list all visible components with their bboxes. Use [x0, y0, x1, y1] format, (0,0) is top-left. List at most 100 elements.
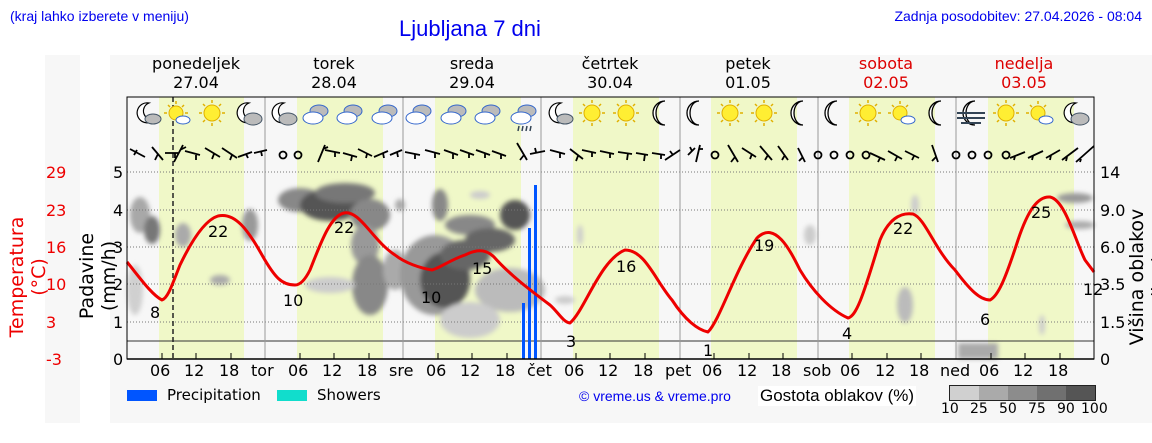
svg-text:22: 22	[208, 222, 228, 241]
icon-clouds	[440, 104, 467, 125]
icon-sun	[199, 100, 225, 126]
svg-text:6: 6	[980, 310, 990, 329]
x-tick-label: čet	[527, 361, 552, 380]
x-tick-label: 18	[1048, 361, 1069, 380]
region-hint-link[interactable]: (kraj lahko izberete v meniju)	[10, 8, 189, 24]
x-tick-label: 18	[771, 361, 792, 380]
copyright-link[interactable]: © vreme.us & vreme.pro	[579, 388, 731, 404]
x-tick-label: tor	[251, 361, 274, 380]
icon-moon	[824, 100, 838, 126]
icon-sun	[613, 100, 639, 126]
x-tick-label: 06	[979, 361, 1000, 380]
icon-clouds	[302, 104, 329, 125]
x-tick-label: 12	[460, 361, 481, 380]
cloud-height-tick: 3.5	[1100, 275, 1126, 294]
svg-text:10: 10	[421, 288, 441, 307]
day-label-tue: torek 28.04	[311, 54, 357, 92]
day-label-sun: nedelja 03.05	[994, 54, 1054, 92]
x-tick-label: 06	[840, 361, 861, 380]
icon-fog-moon	[957, 100, 985, 126]
density-tick: 90	[1057, 401, 1075, 417]
temp-tick: -3	[46, 350, 62, 369]
x-tick-label: 18	[495, 361, 516, 380]
gridlines	[127, 171, 1094, 323]
icon-moon-cloud	[136, 102, 162, 125]
day-separators	[264, 97, 957, 359]
day-label-mon: ponedeljek 27.04	[152, 54, 240, 92]
temp-annotations: 8 22 10 22 10 15 3 16 1 19 4 22 6 25 12	[150, 203, 1103, 360]
icon-sun	[751, 100, 777, 126]
temp-tick: 10	[46, 275, 67, 294]
x-tick-label: 06	[150, 361, 171, 380]
wind-barbs	[129, 142, 1095, 163]
svg-text:16: 16	[616, 257, 636, 276]
icon-clouds	[371, 104, 398, 125]
precip-tick: 0	[113, 350, 124, 369]
icon-moon	[686, 100, 700, 126]
cloud-height-tick: 0	[1100, 350, 1111, 369]
svg-text:1: 1	[703, 341, 713, 360]
svg-text:3: 3	[566, 332, 576, 351]
x-tick-label: 06	[564, 361, 585, 380]
x-tick-label: 06	[426, 361, 447, 380]
density-tick: 75	[1028, 401, 1046, 417]
cloud-height-tick: 14	[1100, 163, 1121, 182]
cloud-density-map	[127, 183, 1095, 359]
icon-sun-cloud	[164, 101, 191, 125]
density-tick: 50	[999, 401, 1017, 417]
precip-tick: 2	[113, 275, 124, 294]
precip-tick: 3	[113, 238, 124, 257]
last-update: Zadnja posodobitev: 27.04.2026 - 08:04	[894, 8, 1142, 24]
icon-moon	[652, 100, 666, 126]
precip-tick: 4	[113, 201, 124, 220]
legend-precipitation-swatch	[127, 390, 157, 401]
icon-clouds	[405, 104, 432, 125]
x-tick-label: 12	[184, 361, 205, 380]
svg-text:19: 19	[754, 236, 774, 255]
cloud-height-tick: 1.5	[1100, 313, 1126, 332]
icon-clouds	[336, 104, 363, 125]
density-tick: 25	[970, 401, 988, 417]
icon-rain-cloud	[510, 104, 537, 132]
icon-moon-cloud	[236, 102, 263, 126]
svg-text:15: 15	[472, 259, 492, 278]
x-tick-label: pet	[665, 361, 692, 380]
x-tick-label: 12	[875, 361, 896, 380]
day-label-wed: sreda 29.04	[449, 54, 495, 92]
legend-precipitation-label: Precipitation	[167, 386, 261, 404]
day-label-thu: četrtek 30.04	[581, 54, 639, 92]
x-tick-label: 06	[288, 361, 309, 380]
x-tick-label: 12	[598, 361, 619, 380]
svg-text:22: 22	[334, 218, 354, 237]
temp-tick: 16	[46, 238, 67, 257]
precip-tick: 1	[113, 313, 124, 332]
density-tick: 10	[941, 401, 959, 417]
icon-moon	[928, 100, 942, 126]
icon-sun	[717, 100, 743, 126]
x-tick-marks	[161, 353, 1061, 359]
x-tick-label: 12	[737, 361, 758, 380]
svg-text:8: 8	[150, 303, 160, 322]
icon-sun	[855, 100, 881, 126]
cloud-density-label: Gostota oblakov (%)	[758, 386, 917, 406]
icon-sun-cloud	[1026, 101, 1054, 125]
icon-sun-cloud	[888, 101, 916, 125]
icon-clouds	[474, 104, 501, 125]
icon-sun	[993, 100, 1019, 126]
x-tick-label: 18	[909, 361, 930, 380]
x-tick-label: 18	[219, 361, 240, 380]
icon-sun	[579, 100, 605, 126]
legend-showers-label: Showers	[317, 386, 381, 404]
temperature-line	[125, 195, 1096, 334]
legend-showers-swatch	[277, 390, 307, 401]
cloud-density-scale	[949, 385, 1096, 401]
day-label-sat: sobota 02.05	[858, 54, 914, 92]
x-tick-label: ned	[940, 361, 971, 380]
left-axis-panel	[45, 55, 80, 423]
svg-text:4: 4	[842, 324, 852, 343]
x-tick-label: 12	[322, 361, 343, 380]
weather-icons	[136, 100, 1090, 132]
cloud-height-tick: 9.0	[1100, 201, 1126, 220]
svg-text:12: 12	[1083, 280, 1103, 299]
icon-moon-cloud	[548, 102, 574, 125]
